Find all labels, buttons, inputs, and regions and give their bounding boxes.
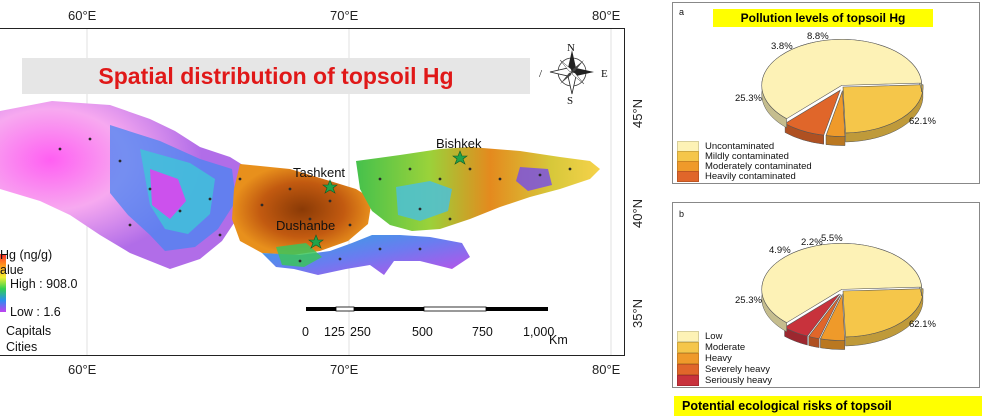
pie-chart-b (761, 243, 924, 350)
scale-tick-1000: 1,000 (523, 325, 555, 339)
scale-tick-750: 750 (472, 325, 493, 339)
city-label-bishkek: Bishkek (436, 136, 482, 151)
legend-capitals: Capitals (6, 324, 52, 338)
panel-b-title: Potential ecological risks of topsoil (674, 396, 982, 416)
legend-b-swatch-1 (677, 342, 699, 353)
legend-b-swatch-2 (677, 353, 699, 364)
pie-a-label-3: 8.8% (807, 31, 829, 42)
legend-title: Hg (ng/g) (0, 248, 53, 262)
compass-west-label: / (539, 68, 543, 80)
legend-b-swatch-3 (677, 364, 699, 375)
map-region-east (356, 147, 600, 231)
legend-b-swatch-0 (677, 331, 699, 342)
compass-north-label: N (567, 42, 575, 54)
compass-rose-icon (549, 50, 594, 95)
pie-b-label-1: 25.3% (735, 295, 762, 306)
legend-b-low: Low (677, 331, 722, 342)
pie-a-label-0: 62.1% (909, 116, 936, 127)
lon-label-70-top: 70°E (330, 8, 359, 23)
legend-value-label: alue (0, 263, 24, 277)
pieA-slice-2 (825, 90, 846, 137)
pieB-slice-2 (819, 293, 846, 341)
legend-high: High : 908.0 (10, 277, 78, 291)
scale-tick-0: 0 (302, 325, 309, 339)
compass-south-label: S (567, 95, 574, 107)
panel-b-letter: b (679, 209, 685, 219)
scale-unit: Km (549, 333, 568, 347)
map-region-east-purple (516, 167, 552, 191)
legend-b-swatch-4 (677, 375, 699, 386)
legend-color-ramp (0, 254, 6, 312)
legend-b-seriously-heavy: Seriously heavy (677, 375, 772, 386)
panel-b: b 62.1% 25.3% 4.9% 2.2% 5.5% Low Moderat… (672, 202, 980, 388)
pie-b-label-2: 4.9% (769, 245, 791, 256)
legend-a-label-1: Mildly contaminated (705, 151, 789, 162)
pie-chart-a (761, 39, 924, 146)
legend-b-label-0: Low (705, 331, 723, 342)
legend-b-label-1: Moderate (705, 342, 746, 353)
map-region-central (232, 164, 372, 255)
map-region-west-magenta-patch (150, 169, 186, 219)
scale-tick-500: 500 (412, 325, 433, 339)
pieA-slice-0 (761, 39, 922, 120)
legend-a-label-0: Uncontaminated (705, 141, 775, 152)
legend-b-heavy: Heavy (677, 353, 732, 364)
lon-label-70-bottom: 70°E (330, 362, 359, 377)
lat-label-35: 35°N (630, 298, 645, 328)
scale-tick-250: 250 (350, 325, 371, 339)
legend-b-label-2: Heavy (705, 353, 732, 364)
pieB-slice-3 (808, 294, 842, 339)
map-region-south (262, 235, 470, 275)
scale-bar (306, 306, 548, 312)
lat-label-45: 45°N (630, 98, 645, 128)
legend-b-label-4: Seriously heavy (705, 375, 773, 386)
legend-cities: Cities (6, 340, 38, 354)
legend-b-moderate: Moderate (677, 342, 745, 353)
pie-b-label-4: 5.5% (821, 233, 843, 244)
sample-points (58, 137, 572, 263)
map-canvas (0, 29, 612, 355)
map-title: Spatial distribution of topsoil Hg (22, 58, 530, 94)
legend-low: Low : 1.6 (10, 305, 61, 319)
legend-a-label-3: Heavily contaminated (705, 171, 796, 182)
pie-panels: a Pollution levels of topsoil Hg 62.1% 2… (668, 0, 982, 418)
map-region-east-cyan (396, 181, 452, 221)
pieB-slice-0 (761, 243, 922, 324)
lon-label-60-bottom: 60°E (68, 362, 97, 377)
city-label-dushanbe: Dushanbe (276, 218, 336, 233)
capital-markers (308, 150, 468, 249)
legend-a-swatch-3 (677, 171, 699, 182)
lat-label-40: 40°N (630, 198, 645, 228)
pie-b-label-3: 2.2% (801, 237, 823, 248)
map-region-south-green (276, 243, 322, 267)
legend-a-label-2: Moderately contaminated (705, 161, 812, 172)
legend-b-severely-heavy: Severely heavy (677, 364, 770, 375)
pie-a-label-1: 25.3% (735, 93, 762, 104)
legend-a-heavily: Heavily contaminated (677, 171, 796, 182)
compass-east-label: E (601, 68, 608, 80)
panel-a-title: Pollution levels of topsoil Hg (713, 9, 933, 27)
legend-b-label-3: Severely heavy (705, 364, 770, 375)
map-panel: 60°E 70°E 80°E (0, 8, 645, 377)
pie-b-label-0: 62.1% (909, 319, 936, 330)
lon-label-80-top: 80°E (592, 8, 621, 23)
pie-a-label-2: 3.8% (771, 41, 793, 52)
pieA-slice-wall-2 (825, 135, 846, 146)
panel-a-letter: a (679, 7, 685, 17)
pieB-slice-1 (842, 288, 924, 338)
lon-label-60-top: 60°E (68, 8, 97, 23)
lon-label-80-bottom: 80°E (592, 362, 621, 377)
pieA-slice-1 (842, 84, 924, 134)
city-label-tashkent: Tashkent (293, 165, 346, 180)
panel-a: a Pollution levels of topsoil Hg 62.1% 2… (672, 2, 980, 184)
scale-tick-125: 125 (324, 325, 345, 339)
